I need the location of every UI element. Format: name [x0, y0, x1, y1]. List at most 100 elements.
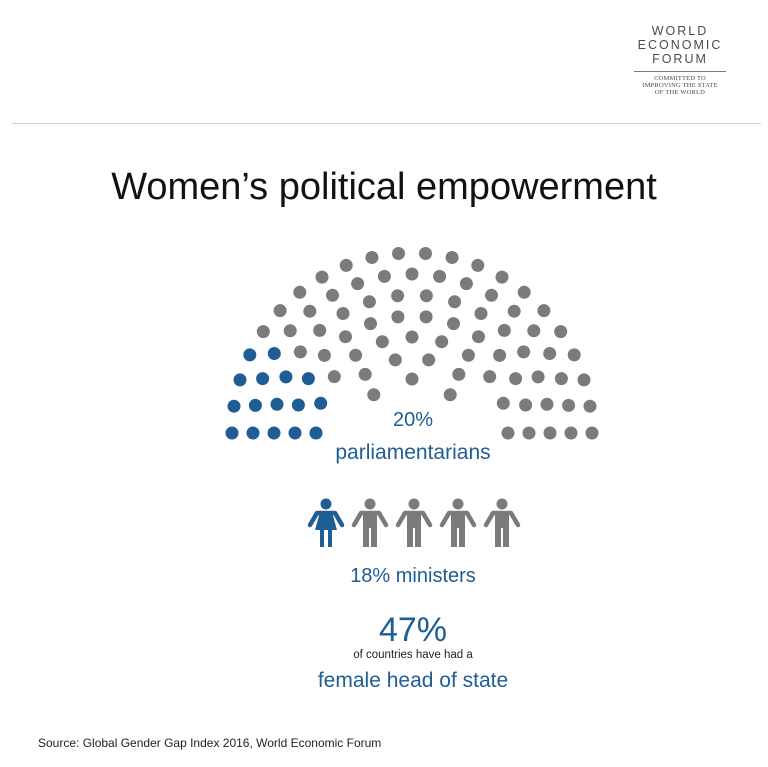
- head-of-state-label: female head of state: [317, 669, 509, 692]
- seat-women: [248, 398, 262, 412]
- seat-women: [225, 426, 239, 440]
- seat-men: [358, 367, 372, 381]
- seat-men: [293, 345, 307, 359]
- head-of-state-percent: 47%: [378, 611, 448, 649]
- seat-men: [419, 289, 433, 303]
- seat-men: [493, 348, 507, 362]
- seat-men: [543, 426, 557, 440]
- seat-men: [583, 399, 597, 413]
- seat-men: [540, 397, 554, 411]
- seat-men: [365, 251, 379, 264]
- logo-rule: [634, 71, 726, 72]
- seat-women: [256, 372, 270, 386]
- seat-men: [303, 304, 317, 318]
- seat-men: [554, 372, 568, 386]
- seat-men: [351, 277, 365, 291]
- seat-men: [336, 307, 350, 320]
- seat-men: [483, 370, 497, 384]
- seat-men: [531, 370, 545, 384]
- logo-tagline: COMMITTED TO IMPROVING THE STATE OF THE …: [642, 75, 718, 96]
- seat-men: [527, 324, 541, 338]
- seat-men: [293, 285, 307, 299]
- seat-men: [391, 310, 405, 324]
- seat-men: [496, 396, 510, 410]
- page-title: Women’s political empowerment: [111, 166, 657, 208]
- seat-men: [509, 372, 523, 386]
- seat-men: [474, 307, 488, 320]
- man-figure-icon: [351, 498, 389, 547]
- seat-men: [422, 353, 436, 367]
- seat-men: [507, 304, 521, 318]
- seat-men: [471, 258, 485, 272]
- seat-men: [543, 347, 557, 360]
- seat-men: [392, 247, 405, 260]
- seat-men: [519, 398, 533, 412]
- seat-men: [435, 335, 449, 349]
- seat-men: [495, 270, 509, 284]
- woman-figure-icon: [307, 498, 345, 547]
- seat-men: [313, 323, 327, 337]
- seat-men: [517, 285, 531, 299]
- man-figure-icon: [395, 498, 433, 547]
- seat-men: [327, 370, 341, 384]
- seat-men: [364, 317, 377, 331]
- seat-women: [301, 372, 315, 386]
- seat-men: [448, 295, 462, 309]
- parliament-percent: 20%: [392, 409, 434, 431]
- wef-logo: WORLD ECONOMIC FORUM COMMITTED TO IMPROV…: [620, 24, 740, 96]
- seat-men: [443, 388, 457, 402]
- man-figure-icon: [439, 498, 477, 547]
- seat-men: [452, 367, 466, 381]
- seat-men: [339, 330, 352, 344]
- logo-wordmark: WORLD ECONOMIC FORUM: [637, 24, 723, 66]
- header-divider: [12, 123, 761, 124]
- seat-men: [562, 398, 576, 412]
- seat-men: [388, 353, 402, 367]
- seat-men: [405, 372, 419, 386]
- ministers-label: 18% ministers: [350, 565, 476, 587]
- seat-men: [497, 323, 511, 337]
- seat-men: [283, 324, 297, 338]
- seat-men: [315, 270, 329, 284]
- seat-women: [314, 396, 328, 410]
- seat-women: [279, 370, 293, 384]
- seat-women: [246, 426, 260, 440]
- seat-men: [522, 426, 536, 440]
- man-figure-icon: [483, 498, 521, 547]
- parliament-label: parliamentarians: [335, 441, 491, 464]
- seat-men: [405, 267, 419, 281]
- source-note: Source: Global Gender Gap Index 2016, Wo…: [38, 736, 382, 750]
- seat-women: [267, 426, 281, 440]
- seat-men: [537, 304, 551, 318]
- seat-men: [326, 288, 339, 302]
- seat-women: [243, 348, 257, 362]
- seat-men: [554, 325, 568, 339]
- seat-men: [501, 426, 515, 440]
- seat-men: [362, 295, 376, 309]
- seat-women: [233, 373, 247, 387]
- seat-women: [227, 399, 241, 413]
- seat-men: [485, 288, 498, 302]
- seat-women: [288, 426, 302, 440]
- seat-women: [267, 347, 281, 360]
- seat-men: [445, 251, 459, 264]
- seat-women: [270, 397, 284, 411]
- seat-men: [273, 304, 287, 318]
- seat-women: [309, 426, 323, 440]
- head-of-state-subtitle: of countries have had a: [353, 649, 473, 661]
- seat-men: [317, 348, 331, 362]
- seat-men: [391, 289, 405, 303]
- seat-men: [339, 258, 353, 272]
- seat-men: [567, 348, 581, 362]
- seat-men: [564, 426, 578, 440]
- seat-men: [577, 373, 591, 387]
- seat-men: [472, 330, 485, 344]
- seat-men: [447, 317, 460, 331]
- seat-men: [375, 335, 389, 349]
- seat-men: [405, 330, 419, 344]
- seat-men: [256, 325, 270, 339]
- seat-men: [461, 348, 475, 362]
- seat-men: [367, 388, 381, 402]
- seat-men: [349, 348, 363, 362]
